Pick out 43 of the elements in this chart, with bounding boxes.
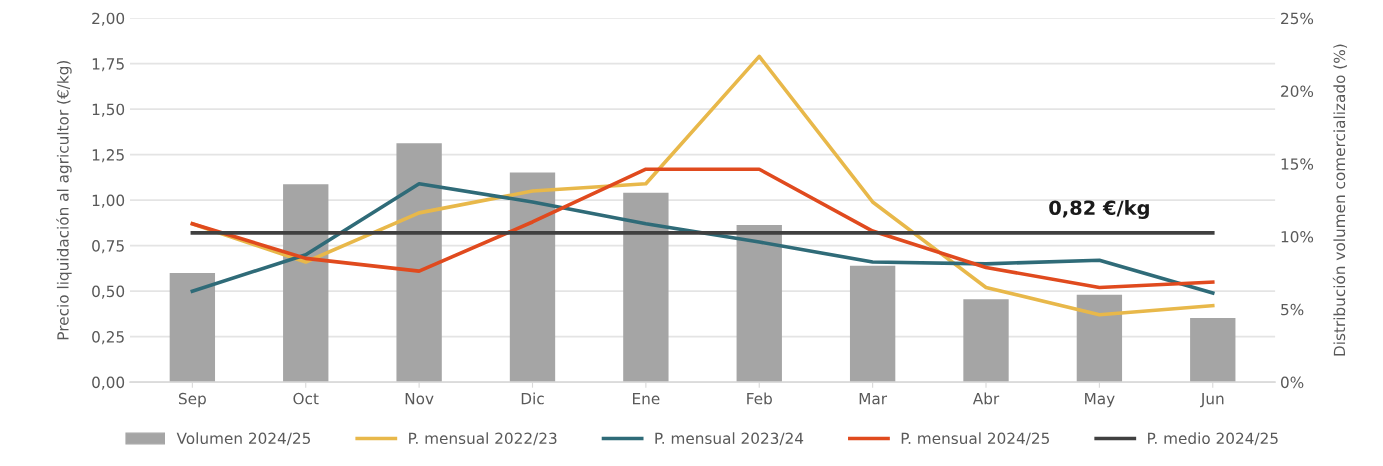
x-tick-label: Sep (178, 392, 206, 408)
y-tick-label: 1,00 (92, 194, 125, 208)
bar (849, 265, 896, 383)
bar (1076, 294, 1123, 383)
x-tick-label: Oct (293, 392, 319, 405)
y-tick-label: 1,50 (92, 103, 125, 117)
legend-label: Volumen 2024/25 (176, 432, 311, 446)
y-tick-label: 0,50 (92, 285, 125, 299)
legend-label: P. mensual 2022/23 (409, 432, 557, 446)
y2-tick-label: 5% (1281, 303, 1304, 316)
y-tick-label: 1,25 (92, 149, 124, 163)
x-tick-label: Abr (972, 392, 1000, 405)
y-tick-label: 0,25 (92, 331, 124, 345)
x-tick-label: Dic (521, 392, 544, 405)
legend-label: P. mensual 2023/24 (655, 432, 804, 446)
legend-label: P. mensual 2024/25 (901, 432, 1049, 446)
y2-tick-label: 10% (1281, 231, 1314, 243)
bar (283, 184, 329, 383)
bar (169, 272, 216, 383)
bar (396, 143, 442, 383)
bar (963, 299, 1009, 383)
y2-tick-label: 15% (1281, 158, 1314, 170)
bar (509, 172, 556, 383)
x-tick-label: Feb (747, 392, 772, 405)
x-tick-label: May (1085, 393, 1115, 408)
y-tick-label: 2,00 (92, 12, 125, 26)
bar (736, 224, 782, 383)
y2-tick-label: 20% (1281, 85, 1314, 97)
y2-axis-title: Distribución volumen comercializado (%) (1332, 44, 1348, 356)
x-tick-label: Jun (1200, 393, 1224, 408)
bar (623, 192, 669, 383)
bar (1190, 318, 1236, 383)
y-tick-label: 0,75 (92, 240, 124, 254)
y-tick-label: 0,00 (92, 376, 125, 390)
y2-tick-label: 0% (1280, 376, 1304, 389)
annotation: 0,82 €/kg (1049, 200, 1149, 220)
y-tick-label: 1,75 (92, 58, 124, 72)
x-tick-label: Mar (859, 393, 888, 405)
y2-tick-label: 25% (1281, 12, 1314, 25)
x-tick-label: Nov (405, 393, 434, 405)
x-tick-label: Ene (633, 393, 660, 405)
legend-label: P. medio 2024/25 (1148, 432, 1278, 446)
y-axis-title: Precio liquidación al agricultor (€/kg) (56, 60, 72, 340)
